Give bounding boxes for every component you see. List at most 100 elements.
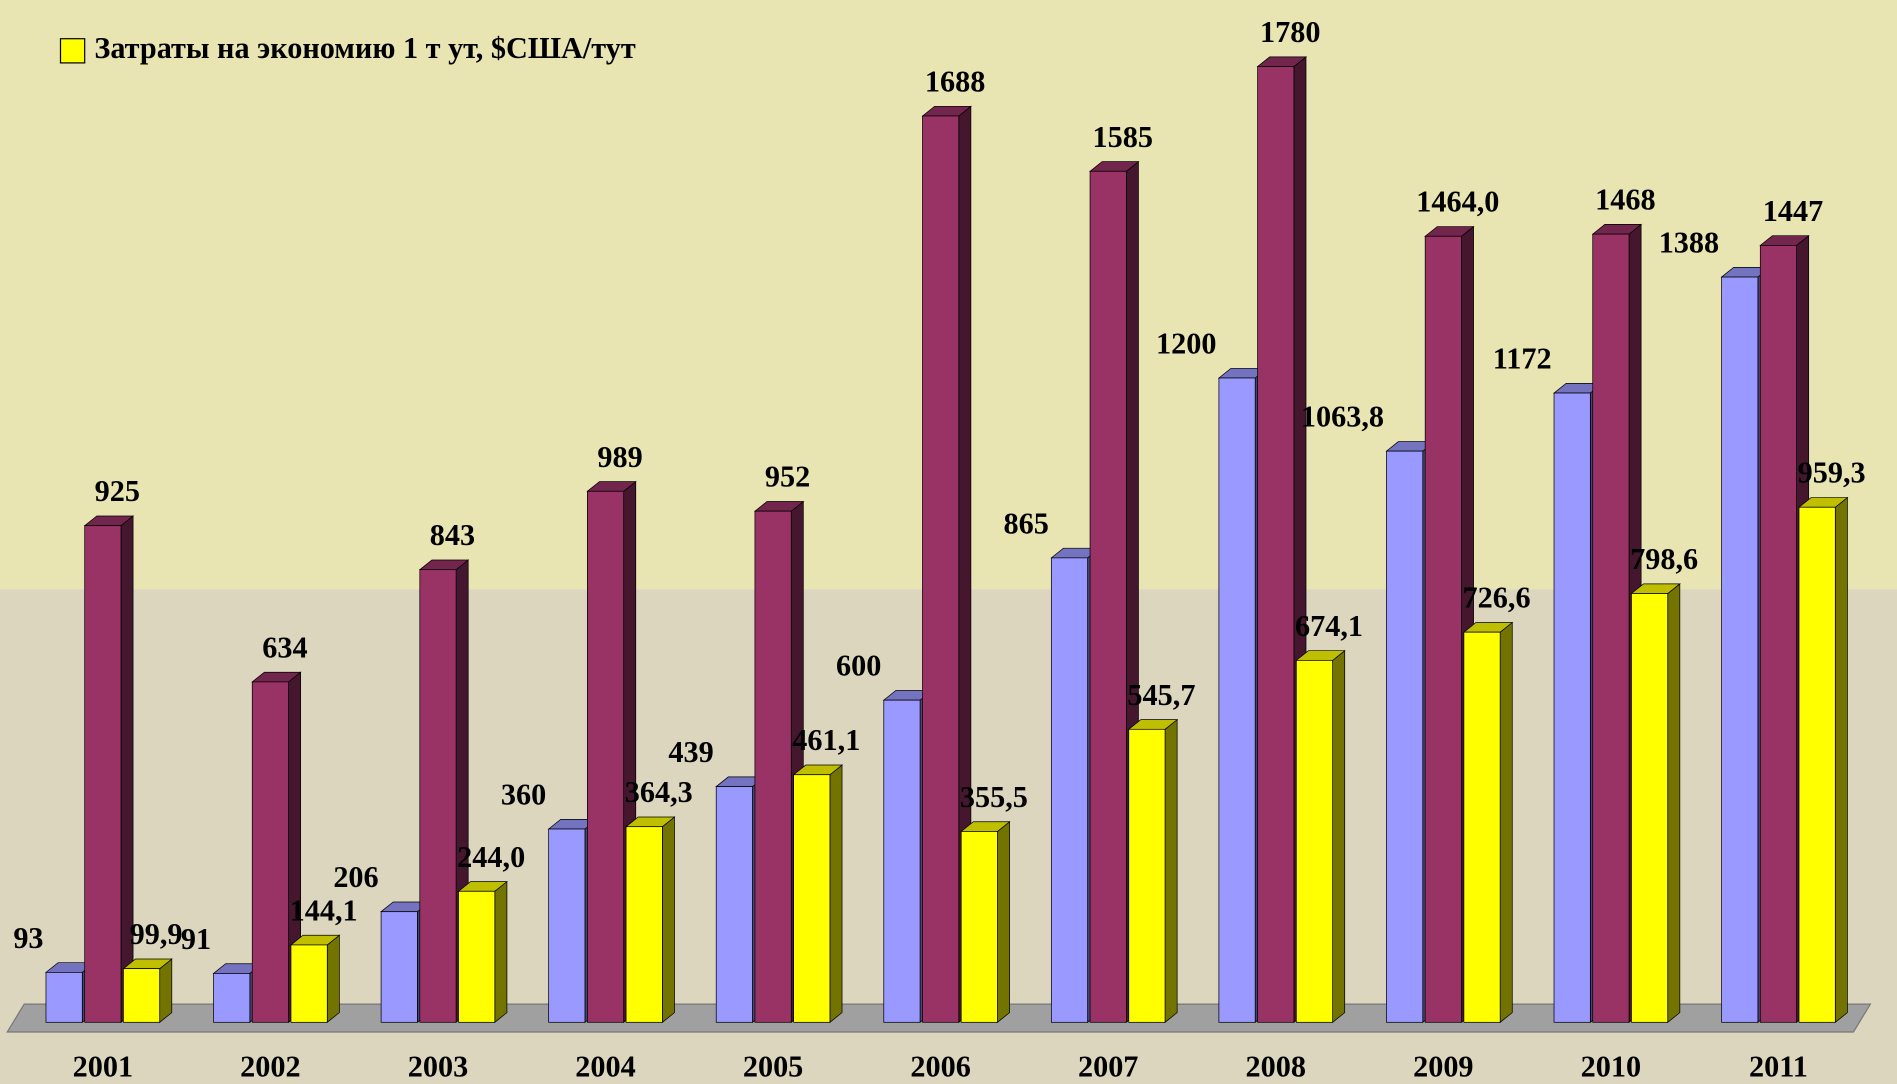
bar-side: [1164, 718, 1178, 1024]
bar-front: [1592, 233, 1630, 1023]
bar-side: [662, 816, 675, 1024]
bar-front: [1128, 728, 1166, 1023]
bar-side: [829, 764, 843, 1024]
value-label: 798,6: [1630, 542, 1698, 576]
value-label: 989: [597, 440, 642, 474]
bar-side: [494, 880, 508, 1024]
bar-front: [1798, 506, 1836, 1023]
x-tick-label: 2003: [408, 1049, 468, 1083]
value-label: 144,1: [290, 893, 358, 927]
bar-front: [251, 681, 289, 1023]
x-tick-label: 2008: [1246, 1049, 1306, 1083]
bar-side: [1332, 649, 1346, 1024]
bar-front: [1424, 235, 1462, 1023]
value-label: 1172: [1493, 342, 1552, 376]
bar-front: [419, 569, 457, 1023]
bar-front: [1553, 392, 1591, 1023]
bar: [1462, 621, 1514, 1024]
x-tick-label: 2005: [743, 1049, 803, 1083]
value-label: 925: [95, 474, 140, 508]
bar-front: [1089, 170, 1127, 1023]
value-label: 439: [668, 735, 713, 769]
bar: [1295, 649, 1346, 1024]
bar-front: [45, 972, 83, 1023]
bar-front: [883, 699, 921, 1023]
bar-front: [1050, 557, 1088, 1023]
value-label: 206: [333, 860, 378, 894]
value-label: 1780: [1260, 15, 1320, 49]
value-label: 726,6: [1463, 581, 1531, 615]
x-tick-label: 2010: [1581, 1049, 1641, 1083]
value-label: 1688: [925, 64, 985, 98]
bar-front: [1257, 66, 1295, 1023]
value-label: 1585: [1092, 120, 1152, 154]
bar-front: [754, 510, 792, 1023]
value-label: 843: [430, 518, 475, 552]
x-tick-label: 2004: [575, 1049, 635, 1083]
value-label: 461,1: [792, 723, 860, 757]
bar-front: [1631, 593, 1669, 1023]
bar: [289, 934, 341, 1024]
bar-front: [548, 828, 586, 1023]
bar-front: [1218, 377, 1256, 1023]
bar-front: [1386, 450, 1424, 1023]
value-label: 1464,0: [1416, 185, 1499, 219]
bar-front: [922, 115, 960, 1023]
x-tick-label: 2002: [240, 1049, 300, 1083]
x-tick-label: 2011: [1749, 1049, 1808, 1083]
bar-front: [213, 973, 251, 1023]
bar: [792, 764, 844, 1024]
bar: [1630, 583, 1681, 1024]
bar-side: [997, 820, 1010, 1024]
bar: [960, 820, 1011, 1024]
bar-front: [123, 968, 161, 1023]
bar-front: [587, 490, 625, 1023]
value-label: 1447: [1763, 194, 1823, 228]
bar-front: [84, 525, 122, 1023]
bar: [625, 816, 676, 1024]
legend-label: Затраты на экономию 1 т ут, $США/тут: [94, 31, 635, 65]
x-tick-label: 2009: [1413, 1049, 1473, 1083]
bar-front: [1721, 276, 1759, 1023]
value-label: 1063,8: [1301, 400, 1384, 434]
value-label: 1200: [1156, 326, 1216, 360]
bar-side: [159, 958, 173, 1024]
value-label: 1388: [1659, 226, 1719, 260]
bar-front: [960, 831, 998, 1023]
bar-front: [1759, 245, 1797, 1023]
bar: [457, 880, 508, 1024]
value-label: 1468: [1595, 183, 1655, 217]
bar: [83, 515, 135, 1024]
value-label: 959,3: [1798, 456, 1866, 490]
value-label: 865: [1004, 506, 1049, 540]
x-tick-label: 2001: [73, 1049, 133, 1083]
bar-front: [380, 911, 418, 1023]
value-label: 545,7: [1127, 678, 1195, 712]
bar-front: [625, 826, 663, 1023]
bar: [1797, 496, 1849, 1024]
bar-side: [326, 934, 340, 1024]
legend-swatch: [59, 38, 86, 64]
x-tick-label: 2006: [910, 1049, 970, 1083]
bar: [1424, 225, 1475, 1024]
x-tick-label: 2007: [1078, 1049, 1138, 1083]
bar: [122, 958, 173, 1024]
value-label: 91: [181, 922, 211, 956]
bar-front: [290, 944, 328, 1023]
value-label: 93: [13, 921, 43, 955]
value-label: 952: [765, 460, 810, 494]
bar: [1127, 718, 1179, 1024]
bar-side: [1499, 621, 1513, 1024]
value-label: 674,1: [1295, 609, 1363, 643]
value-label: 355,5: [960, 780, 1028, 814]
value-label: 364,3: [625, 775, 693, 809]
value-label: 244,0: [457, 840, 525, 874]
bar-front: [715, 786, 753, 1023]
bar-side: [1834, 496, 1848, 1024]
bar-front: [1463, 631, 1501, 1023]
bar: [921, 105, 972, 1024]
bar-front: [793, 774, 831, 1023]
bar-front: [458, 890, 496, 1023]
value-label: 360: [501, 777, 546, 811]
